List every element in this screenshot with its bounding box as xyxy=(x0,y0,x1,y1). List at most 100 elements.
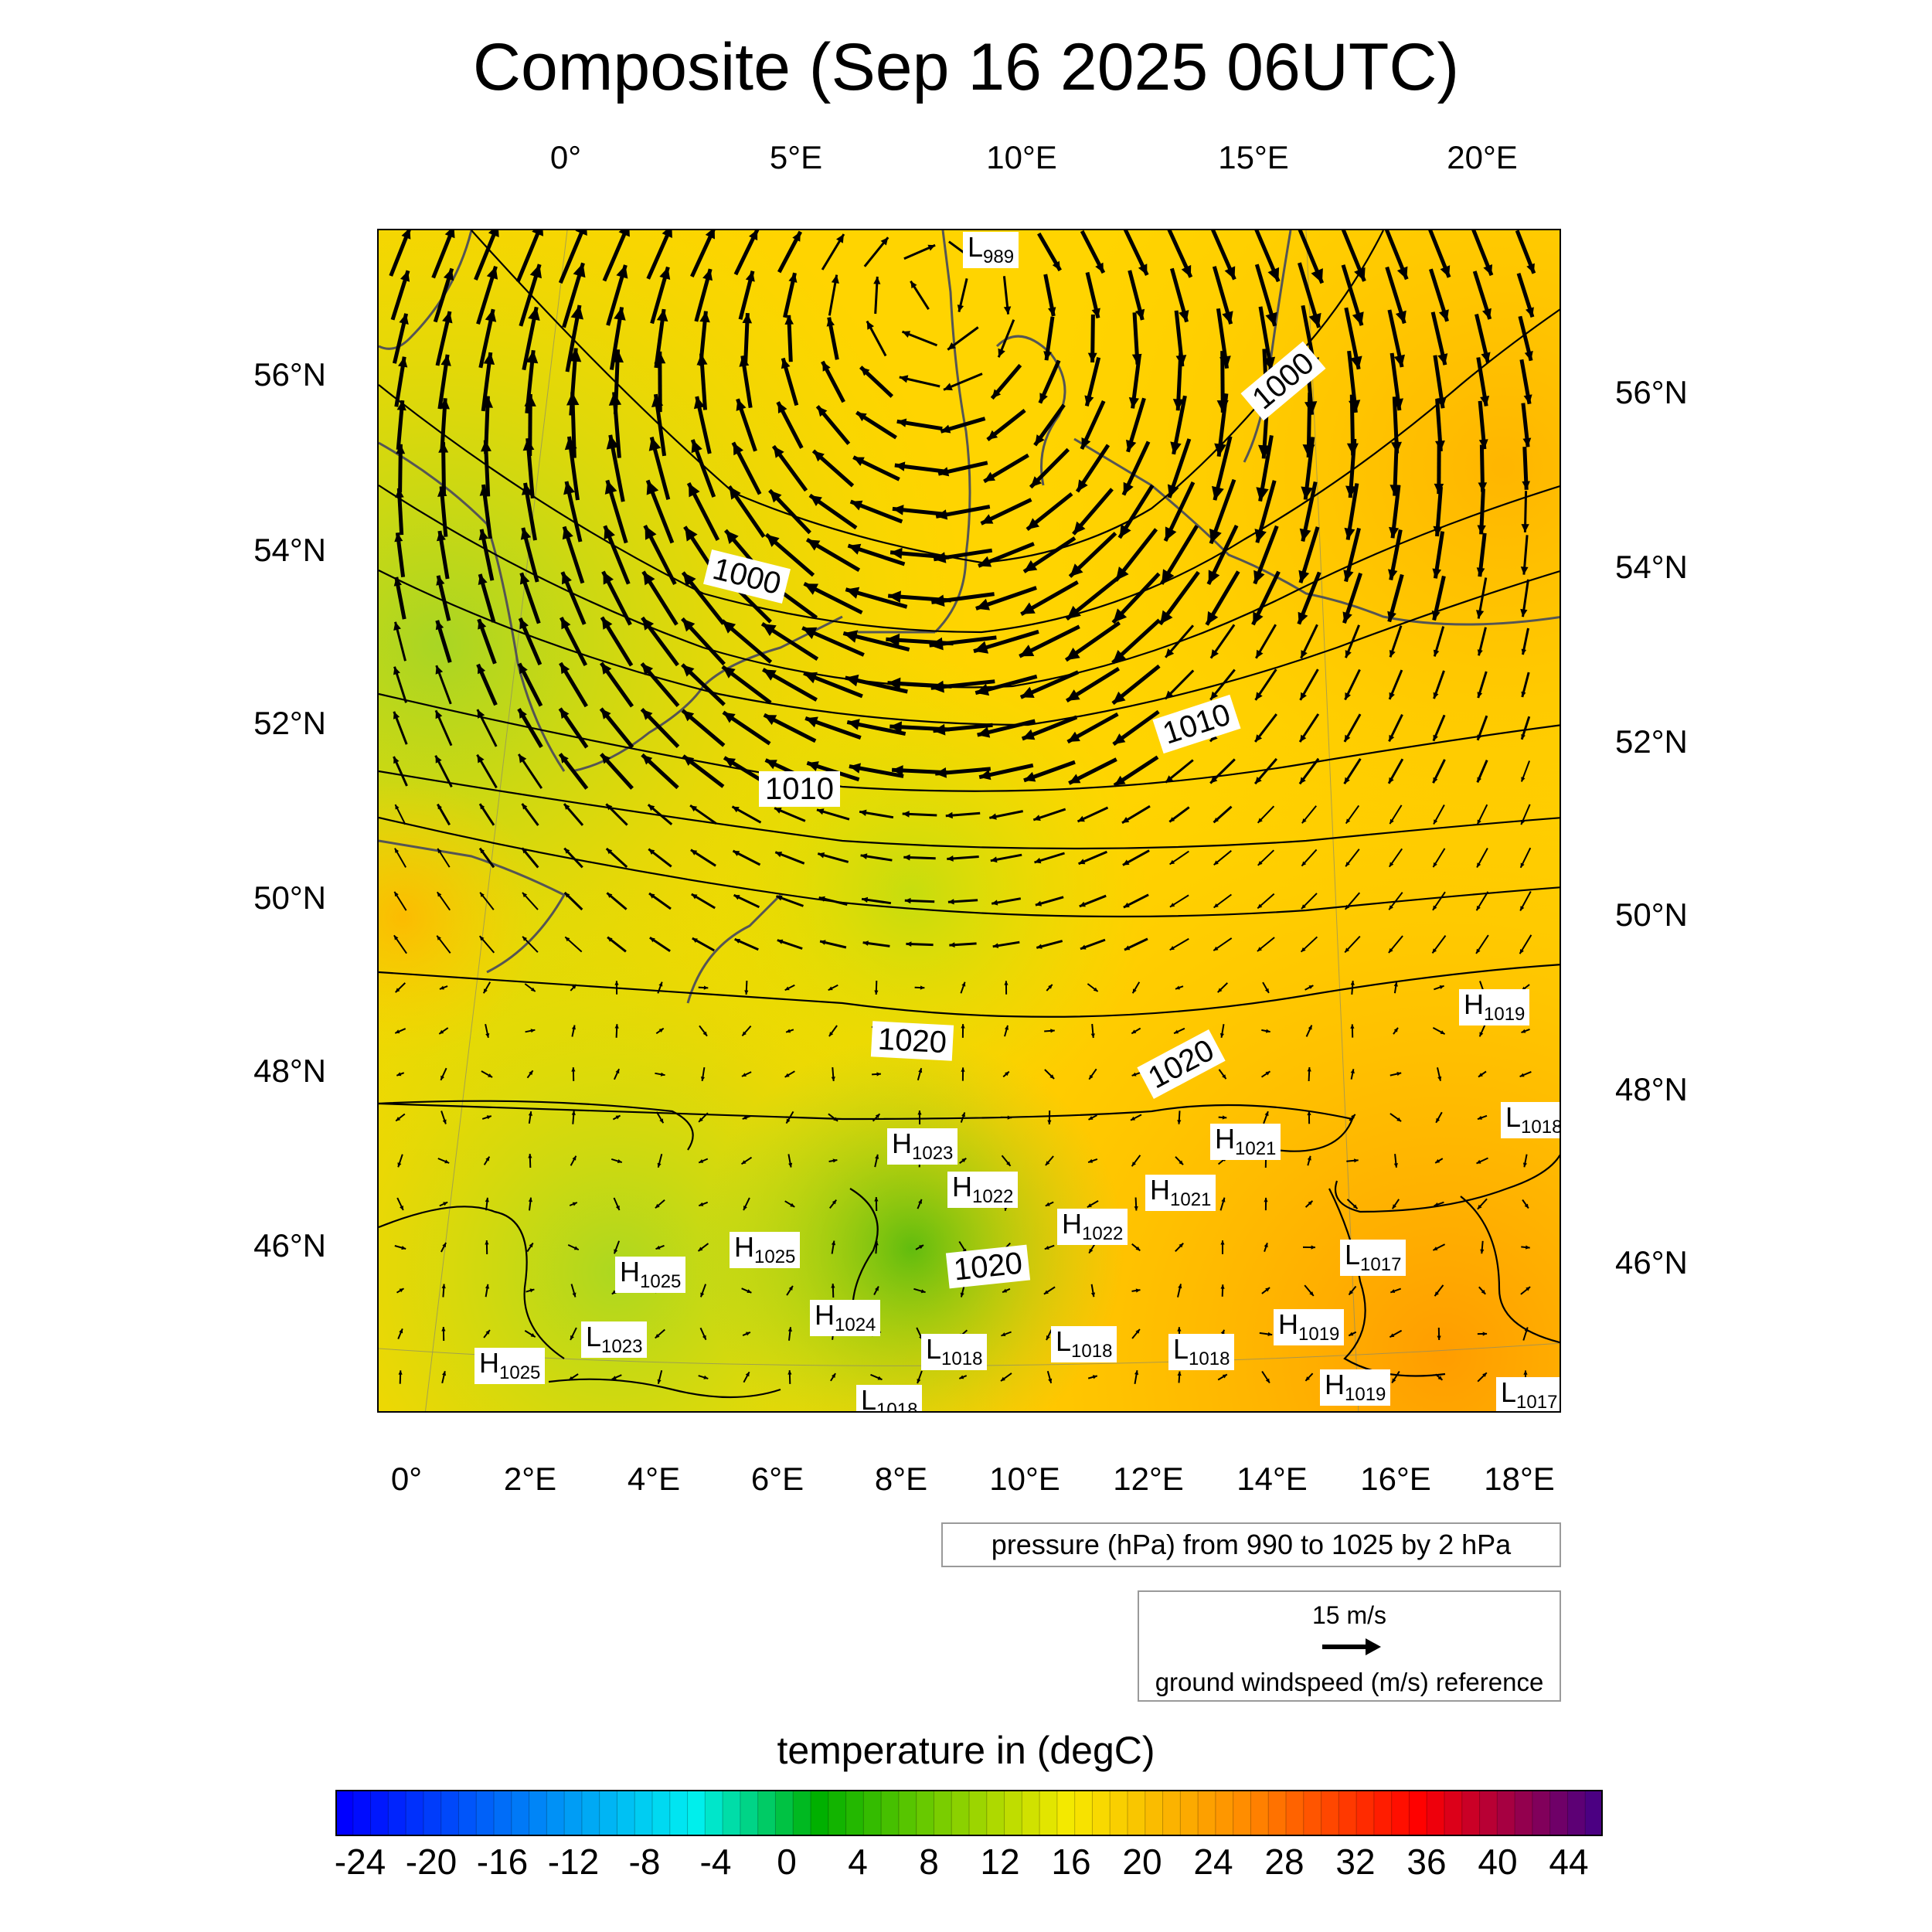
wind-vector-head xyxy=(1221,1197,1226,1202)
wind-vector-head xyxy=(485,1240,489,1245)
wind-vector-head xyxy=(765,760,777,770)
colorbar-tick-label: 28 xyxy=(1264,1842,1304,1882)
wind-vector-head xyxy=(947,899,954,905)
colorbar-tick-label: -8 xyxy=(628,1842,661,1882)
colorbar-swatch xyxy=(1074,1790,1094,1836)
wind-vector-head xyxy=(992,900,998,906)
colorbar-swatch xyxy=(951,1790,970,1836)
colorbar-swatch xyxy=(458,1790,477,1836)
wind-vector-head xyxy=(930,680,944,693)
colorbar-swatch xyxy=(1250,1790,1269,1836)
wind-vector-head xyxy=(486,1115,492,1120)
weather-map[interactable]: 1000 1000 1010 1010 1020 1020 1020 L989 … xyxy=(377,229,1561,1413)
wind-vector-head xyxy=(1396,266,1408,280)
wind-vector-head xyxy=(1436,1117,1440,1123)
wind-vector-head xyxy=(649,893,655,899)
wind-vector-head xyxy=(1432,568,1441,579)
wind-vector-head xyxy=(1220,1329,1225,1335)
wind-vector-head xyxy=(685,526,698,542)
wind-vector-head xyxy=(873,277,881,284)
colorbar-swatch xyxy=(1215,1790,1234,1836)
wind-vector-head xyxy=(1087,1203,1092,1208)
wind-vector-head xyxy=(1433,692,1439,699)
wind-vector-head xyxy=(659,1118,664,1124)
wind-vector-head xyxy=(938,467,950,477)
wind-vector-head xyxy=(529,1070,533,1076)
wind-vector-head xyxy=(1521,524,1529,532)
wind-vector-head xyxy=(848,543,862,555)
wind-vector-head xyxy=(1113,733,1126,745)
wind-vector-head xyxy=(1308,1025,1312,1030)
pressure-center: L1018 xyxy=(921,1334,988,1370)
wind-vector-head xyxy=(394,848,400,853)
wind-vector-head xyxy=(699,1159,704,1163)
wind-vector-head xyxy=(1354,267,1366,281)
wind-vector-head xyxy=(1523,394,1532,404)
wind-vector-head xyxy=(1299,777,1306,784)
wind-vector-head xyxy=(1388,947,1393,953)
wind-vector-head xyxy=(1519,949,1524,954)
wind-vector-head xyxy=(1255,734,1263,742)
longitude-tick-label: 16°E xyxy=(1360,1461,1431,1497)
wind-vector-head xyxy=(1001,1376,1005,1382)
wind-vector-head xyxy=(485,1156,490,1162)
wind-vector-head xyxy=(1349,1332,1354,1336)
wind-vector-head xyxy=(1181,264,1192,277)
wind-vector-head xyxy=(437,486,447,497)
wind-vector-head xyxy=(847,719,860,730)
wind-vector-head xyxy=(702,269,713,281)
wind-vector-head xyxy=(435,755,442,764)
wind-vector-head xyxy=(1434,1202,1439,1206)
colorbar-swatch xyxy=(546,1790,565,1836)
colorbar-swatch xyxy=(881,1790,900,1836)
pressure-center: H1023 xyxy=(887,1128,958,1165)
wind-vector-head xyxy=(562,526,573,540)
wind-vector-head xyxy=(1477,649,1483,656)
wind-vector-head xyxy=(488,1073,493,1077)
wind-vector-head xyxy=(570,1335,574,1340)
wind-vector-head xyxy=(1050,1029,1055,1033)
longitude-tick-label: 0° xyxy=(549,139,582,175)
wind-vector-head xyxy=(786,1118,791,1124)
wind-vector-head xyxy=(1389,1333,1395,1338)
wind-vector-head xyxy=(659,267,671,280)
wind-vector-head xyxy=(1048,307,1056,316)
wind-vector-head xyxy=(935,767,947,778)
wind-reference-speed: 15 m/s xyxy=(1311,1601,1387,1629)
latitude-tick-label: 50°N xyxy=(253,879,326,916)
wind-vector-head xyxy=(1092,1375,1097,1379)
colorbar-swatch xyxy=(370,1790,389,1836)
colorbar-swatch xyxy=(1092,1790,1111,1836)
wind-vector-head xyxy=(398,356,408,368)
wind-vector-head xyxy=(1119,524,1131,538)
latitude-tick-label: 46°N xyxy=(1615,1244,1688,1281)
wind-vector-head xyxy=(528,1111,532,1116)
temperature-colorbar xyxy=(335,1790,1603,1836)
wind-vector-head xyxy=(1210,776,1218,784)
map-canvas[interactable] xyxy=(379,230,1561,1413)
wind-vector-head xyxy=(480,892,485,897)
wind-vector-head xyxy=(804,672,818,684)
wind-vector-head xyxy=(1433,734,1438,741)
wind-vector-head xyxy=(1169,859,1175,865)
wind-vector-head xyxy=(1352,1204,1358,1209)
pressure-center: L1017 xyxy=(1496,1377,1560,1411)
wind-vector-head xyxy=(563,481,575,495)
wind-vector-head xyxy=(902,331,911,338)
wind-vector-head xyxy=(906,941,912,947)
wind-vector-head xyxy=(742,1115,747,1120)
wind-vector-head xyxy=(600,709,611,719)
wind-vector-head xyxy=(1308,1200,1313,1206)
wind-vector-head xyxy=(1265,1029,1270,1033)
wind-vector-head xyxy=(947,342,956,350)
wind-vector-head xyxy=(1048,984,1053,989)
wind-vector-head xyxy=(1212,485,1224,501)
wind-vector-head xyxy=(435,710,443,719)
latitude-tick-label: 52°N xyxy=(1615,723,1688,760)
wind-vector-head xyxy=(845,674,859,687)
wind-vector-head xyxy=(1256,649,1264,658)
wind-vector-head xyxy=(1522,1162,1527,1168)
wind-vector-head xyxy=(1124,945,1131,951)
wind-vector-head xyxy=(1214,443,1226,457)
wind-vector-head xyxy=(1440,265,1451,277)
